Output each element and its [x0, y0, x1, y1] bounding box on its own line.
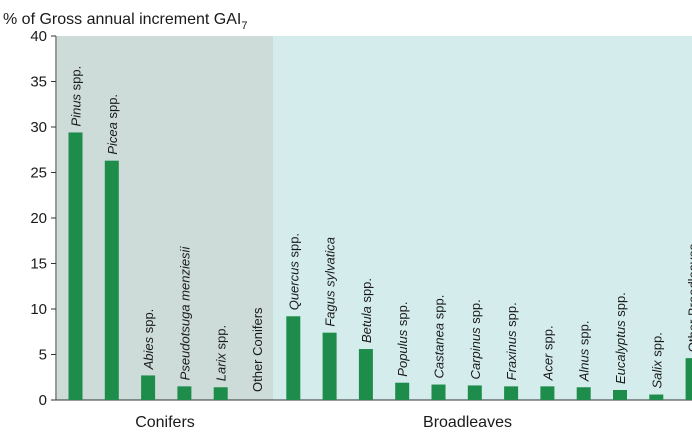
bar-carpinus [467, 385, 482, 400]
category-label: Picea spp. [105, 94, 120, 155]
bar-pseudotsuga-menziesii [177, 386, 192, 400]
bar-acer [540, 386, 555, 400]
bar-populus [395, 382, 410, 400]
category-label: Castanea spp. [432, 295, 447, 379]
category-label: Populus spp. [395, 302, 410, 377]
y-tick-label: 20 [30, 210, 47, 227]
y-tick-label: 10 [30, 301, 47, 318]
category-label: Other Broadleaves [686, 243, 692, 352]
y-tick-label: 0 [39, 392, 47, 409]
category-label: Salix spp. [649, 332, 664, 388]
bar-other-broadleaves [685, 358, 692, 400]
y-tick-label: 35 [30, 74, 47, 91]
bar-castanea [431, 384, 446, 400]
category-label: Alnus spp. [577, 321, 592, 383]
group-background-broadleaves [273, 36, 692, 400]
y-tick-label: 5 [39, 347, 47, 364]
group-label-broadleaves: Broadleaves [423, 414, 512, 431]
category-label: Eucalyptus spp. [613, 292, 628, 384]
bar-fraxinus [504, 386, 519, 400]
category-label: Acer spp. [540, 325, 555, 381]
category-label: Larix spp. [214, 325, 229, 381]
category-label: Other Conifers [250, 307, 265, 392]
category-label: Pinus spp. [69, 66, 84, 127]
group-background-conifers [57, 36, 273, 400]
category-label: Quercus spp. [286, 233, 301, 310]
bar-abies [141, 375, 156, 400]
bar-fagus-sylvatica [322, 332, 337, 400]
category-label: Fraxinus spp. [504, 302, 519, 380]
group-label-conifers: Conifers [135, 414, 195, 431]
y-tick-label: 40 [30, 28, 47, 45]
y-tick-label: 25 [30, 165, 47, 182]
category-label: Carpinus spp. [468, 299, 483, 379]
category-label: Betula spp. [359, 278, 374, 343]
category-label: Pseudotsuga menziesii [177, 246, 192, 381]
bar-eucalyptus [613, 389, 627, 400]
category-label: Fagus sylvatica [323, 237, 338, 327]
bar-picea [104, 160, 119, 400]
bar-salix [649, 394, 664, 400]
bar-alnus [576, 387, 591, 400]
bar-pinus [68, 132, 83, 400]
y-tick-label: 30 [30, 119, 47, 136]
chart-title: % of Gross annual increment GAI7 [3, 11, 247, 32]
bar-quercus [286, 316, 301, 400]
category-label: Abies spp. [141, 309, 156, 371]
y-tick-label: 15 [30, 256, 47, 273]
bar-betula [358, 349, 373, 400]
bar-larix [213, 387, 228, 400]
